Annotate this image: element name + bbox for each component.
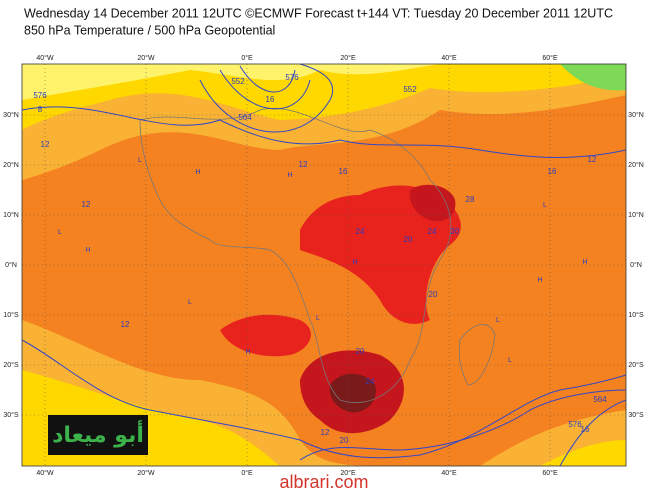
contour-label: 24: [428, 227, 437, 236]
lon-label-bottom: 40°W: [36, 469, 54, 477]
lat-label-right: 10°S: [628, 311, 644, 319]
contour-label: 552: [231, 77, 245, 86]
contour-label: 24: [356, 227, 365, 236]
contour-label: 16: [339, 167, 348, 176]
pressure-mark: L: [138, 157, 142, 164]
lon-label-top: 20°W: [137, 54, 155, 62]
contour-label: 20: [356, 347, 365, 356]
contour-label: 576: [285, 73, 299, 82]
graticule: [22, 64, 626, 466]
lat-label-right: 20°S: [628, 361, 644, 369]
contour-label: 576: [33, 91, 47, 100]
lon-label-bottom: 60°E: [542, 469, 558, 477]
lon-label-top: 60°E: [542, 54, 558, 62]
lon-label-bottom: 40°E: [441, 469, 457, 477]
contour-label: 12: [588, 155, 597, 164]
lon-label-bottom: 20°E: [340, 469, 356, 477]
contour-label: 564: [238, 113, 252, 122]
lat-label-left: 10°S: [3, 311, 19, 319]
contour-label: 576: [568, 420, 582, 429]
site-text: albrari.com: [279, 472, 368, 492]
logo-text: أبو ميعاد: [52, 419, 144, 448]
contour-label: 16: [581, 425, 590, 434]
lat-label-right: 30°S: [628, 411, 644, 419]
pressure-mark: H: [352, 259, 357, 266]
pressure-mark: L: [58, 229, 62, 236]
lat-label-left: 20°S: [3, 361, 19, 369]
pressure-mark: H: [245, 349, 250, 356]
pressure-mark: H: [195, 169, 200, 176]
pressure-mark: H: [85, 247, 90, 254]
pressure-mark: H: [582, 259, 587, 266]
pressure-mark: L: [188, 299, 192, 306]
lon-label-top: 20°E: [340, 54, 356, 62]
header-line1: Wednesday 14 December 2011 12UTC ©ECMWF …: [24, 6, 613, 20]
contour-label: 16: [548, 167, 557, 176]
pressure-mark: L: [316, 315, 320, 322]
contour-label: 20: [404, 235, 413, 244]
contour-label: 24: [366, 377, 375, 386]
pressure-mark: H: [537, 277, 542, 284]
contour-label: 12: [121, 320, 130, 329]
lon-label-top: 0°E: [241, 54, 253, 62]
lon-label-top: 40°E: [441, 54, 457, 62]
lat-label-left: 20°N: [3, 161, 19, 169]
contour-label: 552: [403, 85, 417, 94]
contour-label: 12: [321, 428, 330, 437]
contour-label: 20: [340, 436, 349, 445]
header-line2: 850 hPa Temperature / 500 hPa Geopotenti…: [24, 23, 275, 37]
contour-label: 12: [299, 160, 308, 169]
logo-box: [48, 415, 148, 455]
contour-label: 20: [451, 227, 460, 236]
contour-label: 12: [41, 140, 50, 149]
lat-label-right: 10°N: [628, 211, 644, 219]
lat-label-left: 0°N: [5, 261, 17, 269]
pressure-mark: L: [496, 317, 500, 324]
lon-label-top: 40°W: [36, 54, 54, 62]
lat-label-left: 10°N: [3, 211, 19, 219]
contour-label: 28: [466, 195, 475, 204]
lat-label-right: 0°N: [630, 261, 642, 269]
contour-label: 8: [38, 105, 43, 114]
lat-label-left: 30°N: [3, 111, 19, 119]
lat-label-left: 30°S: [3, 411, 19, 419]
contour-label: 12: [82, 200, 91, 209]
lon-label-bottom: 0°E: [241, 469, 253, 477]
lon-label-bottom: 20°W: [137, 469, 155, 477]
map-frame: [21, 63, 627, 467]
lat-label-right: 30°N: [628, 111, 644, 119]
pressure-mark: L: [543, 202, 547, 209]
lat-label-right: 20°N: [628, 161, 644, 169]
pressure-mark: H: [287, 172, 292, 179]
map: [22, 64, 626, 466]
pressure-mark: L: [508, 357, 512, 364]
contour-label: 564: [593, 395, 607, 404]
contour-label: 16: [266, 95, 275, 104]
contour-label: 20: [429, 290, 438, 299]
